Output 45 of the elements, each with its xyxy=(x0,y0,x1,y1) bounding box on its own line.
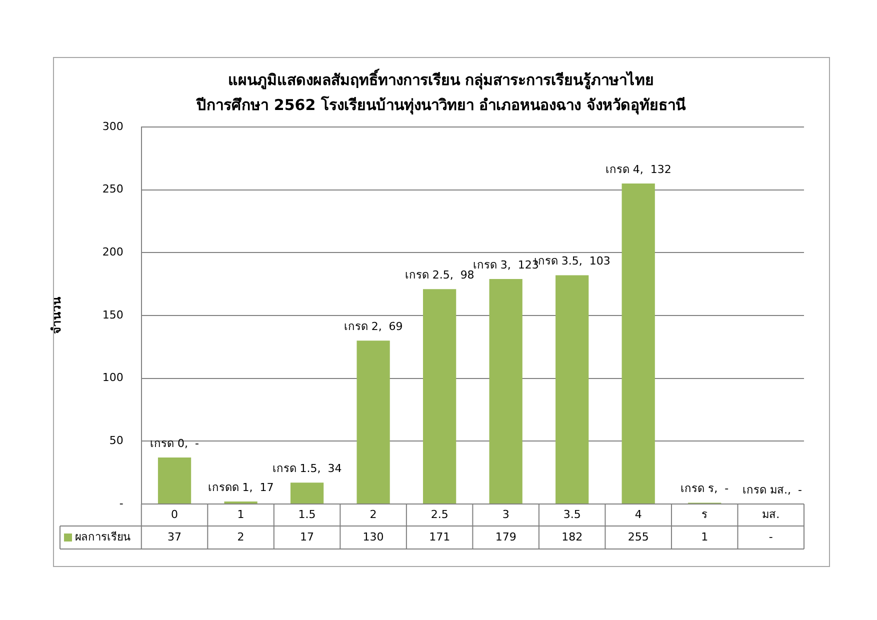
y-tick-label: - xyxy=(119,496,124,510)
y-tick-label: 100 xyxy=(102,371,124,384)
data-label: 130 xyxy=(362,530,384,544)
data-label: 1 xyxy=(701,530,708,544)
annotation: เกรด มส., - xyxy=(742,483,802,496)
x-tick-label: 4 xyxy=(634,508,642,521)
bar xyxy=(290,482,324,504)
annotation: เกรด ร, - xyxy=(680,482,729,496)
y-tick-label: 250 xyxy=(102,182,124,196)
bar xyxy=(423,289,456,504)
data-label: 255 xyxy=(628,530,649,544)
data-label: 182 xyxy=(562,530,583,544)
x-tick-label: 1 xyxy=(237,508,244,521)
y-tick-label: 150 xyxy=(102,308,124,322)
data-label: 171 xyxy=(429,530,450,544)
x-tick-label: 0 xyxy=(171,508,178,521)
data-label: 17 xyxy=(300,530,314,544)
bar xyxy=(356,340,390,504)
bar xyxy=(489,279,522,504)
bar xyxy=(158,458,192,504)
chart-title: แผนภูมิแสดงผลสัมฤทธิ์ทางการเรียน กลุ่มสาระการเรียนรู้ภาษาไทย xyxy=(228,68,654,90)
data-label: 179 xyxy=(495,530,516,544)
bar xyxy=(556,275,589,504)
annotation: เกรด 2, 69 xyxy=(344,320,403,333)
annotation: เกรด 0, - xyxy=(150,436,200,450)
chart-subtitle: ปีการศึกษา 2562 โรงเรียนบ้านทุ่งนาวิทยา อำเภอหนองฉาง จังหวัดอุทัยธานี xyxy=(196,94,686,115)
data-label: 37 xyxy=(168,530,182,544)
x-tick-label: 3.5 xyxy=(563,508,581,521)
annotation: เกรดด 1, 17 xyxy=(208,480,274,494)
data-label: 2 xyxy=(237,530,244,544)
x-tick-label: มส. xyxy=(762,508,780,521)
x-tick-label: ร xyxy=(702,508,708,521)
x-tick-label: 1.5 xyxy=(298,508,316,521)
annotation: เกรด 4, 132 xyxy=(605,162,672,176)
bar xyxy=(622,184,655,504)
x-tick-label: 3 xyxy=(502,508,510,521)
text: - xyxy=(768,530,773,544)
x-tick-label: 2 xyxy=(370,508,377,521)
y-tick-label: 200 xyxy=(102,246,124,259)
annotation: เกรด 1.5, 34 xyxy=(272,462,342,475)
annotation: เกรด 2.5, 98 xyxy=(404,268,474,282)
x-tick-label: 2.5 xyxy=(430,508,448,521)
legend-label: ผลการเรียน xyxy=(75,530,131,544)
y-tick-label: 50 xyxy=(109,434,124,448)
y-tick-label: 300 xyxy=(102,120,124,133)
